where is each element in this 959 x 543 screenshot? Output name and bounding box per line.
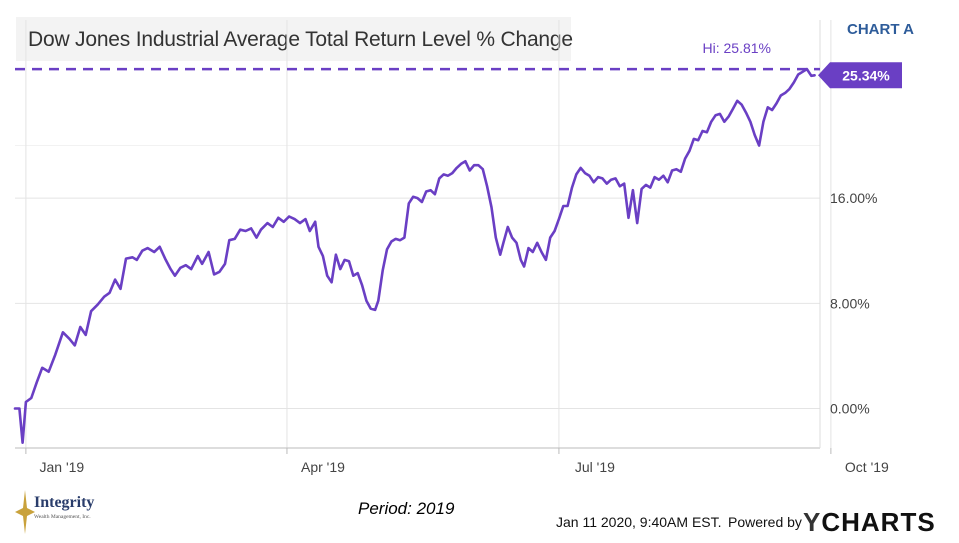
x-tick-label: Jan '19	[40, 459, 85, 475]
series-line	[13, 67, 816, 444]
grid-layer	[15, 20, 832, 448]
last-value-badge: 25.34%	[818, 62, 902, 89]
timestamp: Jan 11 2020, 9:40AM EST.	[556, 514, 722, 530]
x-tick-label: Apr '19	[301, 459, 345, 475]
y-tick-label: 0.00%	[830, 401, 870, 417]
axis-layer: 0.00% 8.00% 16.00% Jan '19 Apr '19 Jul '19 Oct…	[15, 20, 889, 475]
ycharts-logo-text: CHARTS	[821, 507, 936, 537]
annotation-layer: Hi: 25.81% 25.34%	[15, 40, 902, 89]
y-tick-label: 16.00%	[830, 190, 877, 206]
y-tick-label: 8.00%	[830, 295, 870, 311]
company-tagline: Wealth Management, Inc.	[34, 514, 91, 520]
company-name: Integrity	[34, 494, 95, 511]
x-tick-label: Jul '19	[575, 459, 615, 475]
company-logo	[14, 488, 124, 536]
chart-title-box	[16, 17, 571, 61]
chart-title: Dow Jones Industrial Average Total Retur…	[28, 28, 573, 51]
star-logo-icon	[15, 490, 35, 534]
last-value-badge-bg	[818, 62, 902, 89]
x-tick-label: Oct '19	[845, 459, 889, 475]
ycharts-logo[interactable]: YCHARTS	[803, 507, 936, 538]
ycharts-logo-y: Y	[803, 507, 822, 537]
last-value-label: 25.34%	[842, 67, 890, 83]
series-layer	[13, 67, 816, 444]
high-label: Hi: 25.81%	[703, 40, 771, 56]
period-label: Period: 2019	[358, 499, 455, 518]
powered-by-label: Powered by	[728, 514, 802, 530]
chart-label: CHART A	[847, 21, 914, 38]
